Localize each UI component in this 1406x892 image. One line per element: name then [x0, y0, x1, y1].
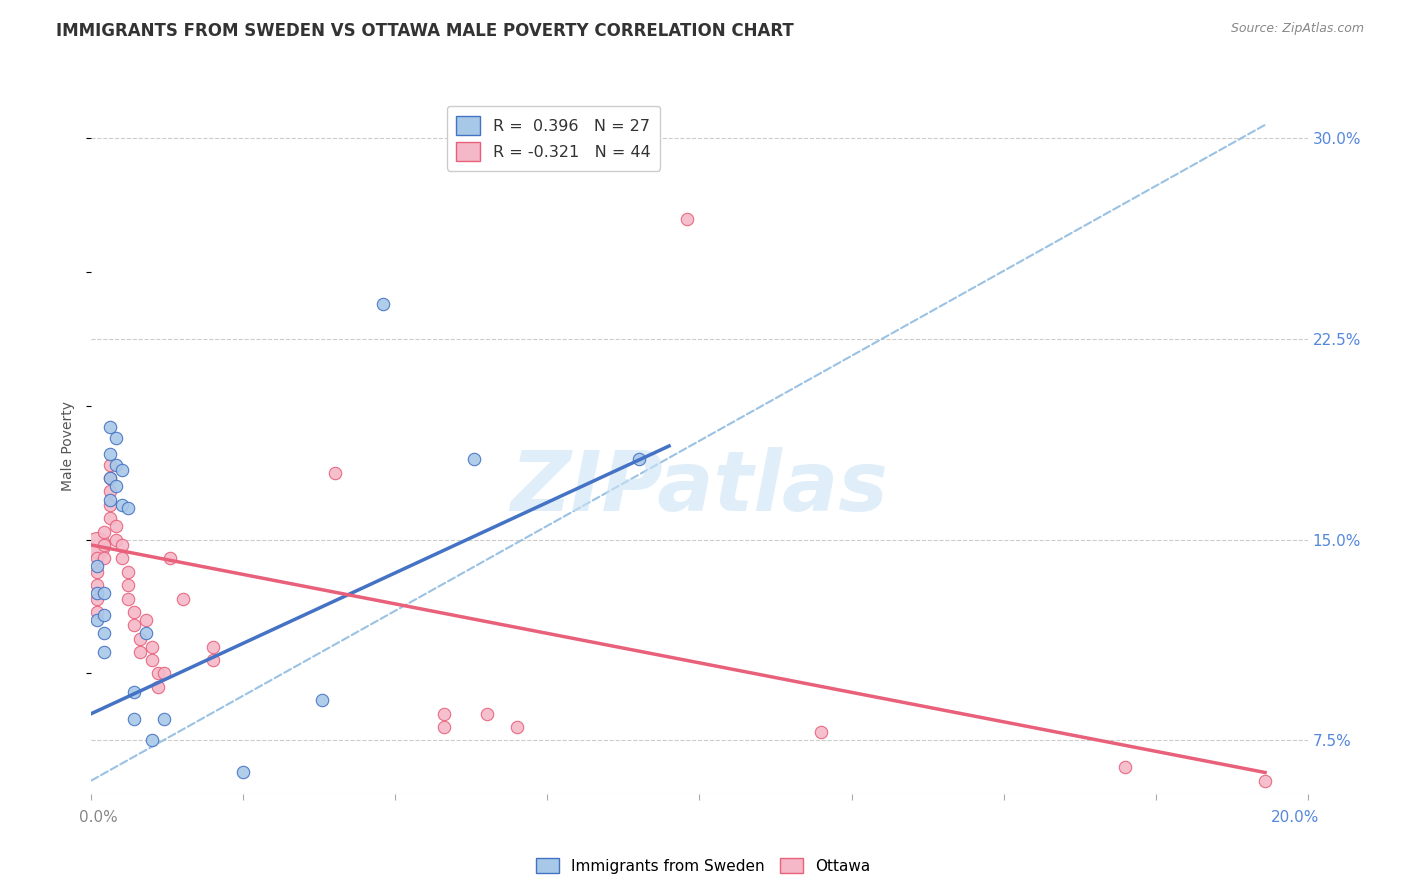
Point: [86, 613, 108, 627]
Point: [810, 725, 832, 739]
Point: [1114, 760, 1136, 774]
Point: [117, 591, 139, 606]
Point: [86, 551, 108, 566]
Point: [141, 733, 163, 747]
Point: [122, 605, 145, 619]
Point: [141, 640, 163, 654]
Point: [506, 720, 529, 734]
Point: [111, 538, 134, 552]
Point: [93, 538, 115, 552]
Point: [627, 452, 650, 467]
Point: [98, 498, 121, 512]
Text: Source: ZipAtlas.com: Source: ZipAtlas.com: [1230, 22, 1364, 36]
Point: [98, 471, 121, 485]
Point: [111, 498, 134, 512]
Point: [122, 685, 145, 699]
Text: ZIPatlas: ZIPatlas: [510, 447, 889, 528]
Point: [93, 551, 115, 566]
Point: [104, 533, 127, 547]
Point: [104, 519, 127, 533]
Point: [129, 645, 152, 659]
Point: [159, 551, 181, 566]
Legend: R =  0.396   N = 27, R = -0.321   N = 44: R = 0.396 N = 27, R = -0.321 N = 44: [447, 106, 661, 170]
Point: [122, 712, 145, 726]
Text: 0.0%: 0.0%: [79, 810, 118, 825]
Point: [202, 653, 225, 667]
Point: [475, 706, 498, 721]
Point: [135, 613, 157, 627]
Point: [433, 706, 456, 721]
Point: [311, 693, 333, 707]
Point: [93, 626, 115, 640]
Point: [86, 591, 108, 606]
Text: IMMIGRANTS FROM SWEDEN VS OTTAWA MALE POVERTY CORRELATION CHART: IMMIGRANTS FROM SWEDEN VS OTTAWA MALE PO…: [56, 22, 794, 40]
Point: [148, 680, 170, 694]
Point: [148, 666, 170, 681]
Point: [122, 618, 145, 632]
Point: [323, 466, 346, 480]
Point: [98, 484, 121, 499]
Legend: Immigrants from Sweden, Ottawa: Immigrants from Sweden, Ottawa: [530, 852, 876, 880]
Point: [117, 500, 139, 515]
Point: [676, 211, 699, 226]
Point: [373, 297, 395, 311]
Point: [104, 458, 127, 472]
Point: [93, 645, 115, 659]
Point: [111, 463, 134, 477]
Point: [463, 452, 485, 467]
Point: [153, 666, 176, 681]
Point: [172, 591, 194, 606]
Point: [104, 479, 127, 493]
Point: [86, 559, 108, 574]
Point: [86, 586, 108, 600]
Point: [98, 458, 121, 472]
Point: [104, 431, 127, 445]
Point: [98, 471, 121, 485]
Text: 20.0%: 20.0%: [1271, 810, 1320, 825]
Point: [111, 551, 134, 566]
Point: [86, 605, 108, 619]
Point: [86, 578, 108, 592]
Point: [202, 640, 225, 654]
Point: [129, 632, 152, 646]
Point: [98, 511, 121, 525]
Point: [1254, 773, 1277, 788]
Point: [135, 626, 157, 640]
Point: [86, 538, 108, 552]
Point: [98, 420, 121, 434]
Point: [117, 578, 139, 592]
Point: [433, 720, 456, 734]
Point: [98, 447, 121, 461]
Point: [232, 765, 254, 780]
Point: [117, 565, 139, 579]
Point: [141, 653, 163, 667]
Point: [86, 565, 108, 579]
Point: [98, 492, 121, 507]
Point: [93, 524, 115, 539]
Point: [153, 712, 176, 726]
Y-axis label: Male Poverty: Male Poverty: [62, 401, 76, 491]
Point: [93, 607, 115, 622]
Point: [93, 586, 115, 600]
